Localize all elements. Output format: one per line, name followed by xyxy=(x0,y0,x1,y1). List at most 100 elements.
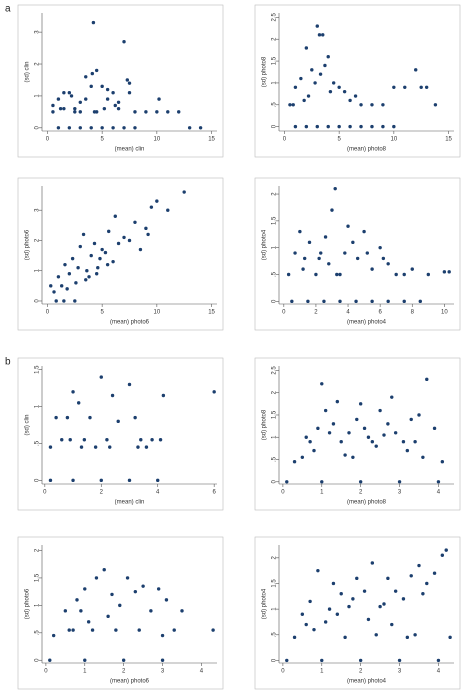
x-tick-label: 15 xyxy=(208,310,215,316)
point xyxy=(333,186,337,191)
y-tick-label: 2 xyxy=(272,37,278,41)
y-tick-label: 2 xyxy=(272,390,278,394)
point xyxy=(397,480,402,484)
point xyxy=(291,103,295,107)
point xyxy=(62,299,66,303)
point xyxy=(299,76,303,81)
y-tick-label: 0 xyxy=(35,125,41,129)
point xyxy=(413,439,417,444)
point xyxy=(160,633,165,638)
point xyxy=(79,445,84,449)
point xyxy=(425,581,429,586)
x-axis-label: (mean) clin xyxy=(115,500,145,506)
point xyxy=(347,431,351,435)
point xyxy=(105,262,110,267)
point xyxy=(125,576,130,580)
point xyxy=(74,281,78,285)
x-tick-label: 5 xyxy=(100,310,104,316)
point xyxy=(285,480,289,484)
point xyxy=(382,433,386,437)
point xyxy=(382,602,386,606)
point xyxy=(447,270,451,274)
y-tick-label: 1 xyxy=(35,603,41,607)
panel: 0 .5 1 1.5 0 2 4 6 (mean) clin (sd) clin xyxy=(17,357,224,511)
point xyxy=(378,408,382,413)
point xyxy=(156,478,160,483)
x-tick-label: 5 xyxy=(100,137,104,143)
x-tick-label: 4 xyxy=(437,490,441,496)
point xyxy=(48,478,53,483)
y-tick-label: .5 xyxy=(272,456,278,462)
point xyxy=(343,453,347,457)
point xyxy=(73,110,77,114)
point xyxy=(81,232,86,237)
point xyxy=(106,614,110,619)
point xyxy=(421,592,425,596)
point xyxy=(122,235,126,240)
y-tick-label: .5 xyxy=(272,102,278,108)
point xyxy=(381,256,386,261)
point xyxy=(136,445,140,449)
x-tick-label: 10 xyxy=(391,137,398,143)
y-tick-label: 1 xyxy=(272,245,278,249)
y-tick-label: 0 xyxy=(272,479,278,483)
point xyxy=(212,390,216,394)
point xyxy=(386,576,390,581)
point xyxy=(370,103,374,107)
point xyxy=(414,68,418,72)
y-tick-label: 3 xyxy=(35,30,41,34)
point xyxy=(92,110,97,114)
point xyxy=(306,94,311,98)
point xyxy=(337,85,341,89)
point xyxy=(335,272,339,277)
y-tick-label: 1 xyxy=(272,607,278,611)
point xyxy=(335,399,340,404)
point xyxy=(316,568,320,573)
point xyxy=(348,98,352,103)
point xyxy=(60,438,64,442)
point xyxy=(48,658,52,662)
point xyxy=(355,576,359,581)
point xyxy=(63,609,68,613)
point xyxy=(308,599,312,604)
point xyxy=(444,548,448,552)
point xyxy=(346,224,350,228)
point xyxy=(370,561,375,565)
point xyxy=(359,124,363,129)
point xyxy=(323,63,327,68)
point xyxy=(370,124,374,129)
point xyxy=(65,287,69,291)
point xyxy=(397,658,402,663)
point xyxy=(402,299,406,304)
point xyxy=(335,612,340,616)
panel-frame xyxy=(254,536,461,690)
point xyxy=(79,609,83,613)
point xyxy=(432,426,437,431)
panel: 0 .5 1 1.5 2 0 2 4 6 8 10 (mean) photo4 (sd) photo4 xyxy=(254,177,461,331)
point xyxy=(304,46,309,50)
point xyxy=(144,110,148,114)
point xyxy=(76,265,80,270)
point xyxy=(405,448,410,453)
point xyxy=(92,241,97,246)
point xyxy=(93,445,98,449)
y-tick-label: 1.5 xyxy=(35,365,41,374)
point xyxy=(386,299,390,304)
point xyxy=(67,628,71,632)
point xyxy=(78,126,82,130)
panel-frame xyxy=(254,4,461,158)
x-tick-label: 3 xyxy=(398,669,402,675)
point xyxy=(365,251,370,255)
y-axis-label: (sd) photo6 xyxy=(25,588,31,619)
point xyxy=(402,272,406,277)
x-tick-label: 0 xyxy=(43,490,47,496)
y-tick-label: 1 xyxy=(35,268,41,272)
point xyxy=(390,395,394,399)
x-tick-label: 15 xyxy=(208,137,215,143)
point xyxy=(386,422,390,426)
point xyxy=(354,299,358,304)
point xyxy=(177,110,181,114)
point xyxy=(403,85,407,89)
x-axis-label: (mean) photo6 xyxy=(110,320,150,326)
point xyxy=(75,598,79,602)
